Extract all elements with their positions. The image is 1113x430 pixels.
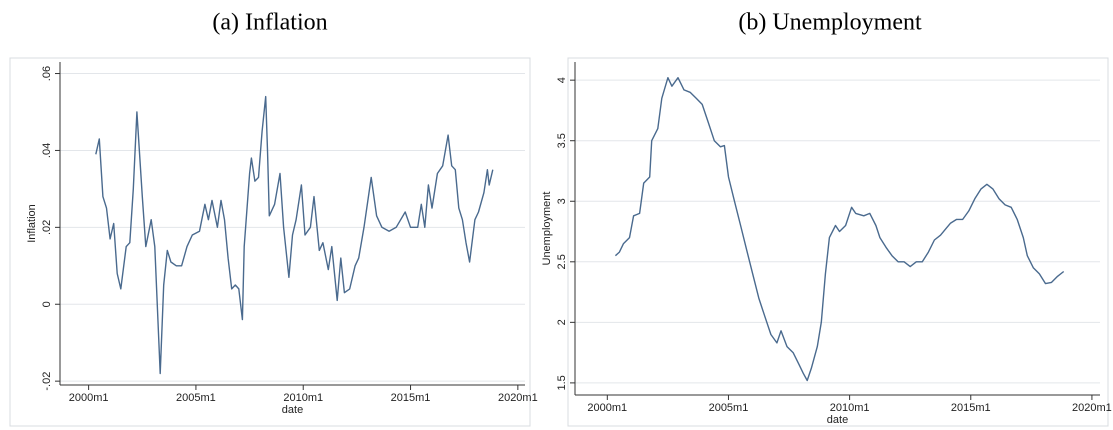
x-tick-label: 2000m1 — [587, 402, 627, 414]
x-tick-label: 2010m1 — [283, 392, 323, 404]
x-tick-label: 2020m1 — [498, 392, 538, 404]
y-tick-label: 4 — [556, 77, 568, 83]
panel-title: (a) Inflation — [212, 10, 327, 36]
x-tick-label: 2020m1 — [1072, 402, 1112, 414]
x-axis-title: date — [282, 404, 303, 416]
y-axis-title: Inflation — [26, 204, 38, 243]
panel-frame — [567, 57, 1109, 427]
y-tick-label: 3 — [556, 198, 568, 204]
panel-frame — [9, 57, 531, 427]
x-axis-title: date — [827, 414, 848, 426]
y-tick-label: -.02 — [41, 372, 53, 391]
y-tick-label: .06 — [41, 66, 53, 81]
x-tick-label: 2015m1 — [391, 392, 431, 404]
panel-title: (b) Unemployment — [738, 10, 922, 36]
data-line — [614, 77, 1065, 382]
y-tick-label: 1.5 — [556, 375, 568, 390]
y-tick-label: .02 — [41, 220, 53, 235]
x-tick-label: 2015m1 — [951, 402, 991, 414]
y-tick-label: 0 — [41, 301, 53, 307]
y-tick-label: .04 — [41, 143, 53, 158]
y-tick-label: 3.5 — [556, 133, 568, 148]
x-tick-label: 2005m1 — [709, 402, 749, 414]
x-tick-label: 2000m1 — [69, 392, 109, 404]
y-tick-label: 2 — [556, 319, 568, 325]
y-axis-title: Unemployment — [541, 192, 553, 266]
x-tick-label: 2010m1 — [830, 402, 870, 414]
data-line — [95, 95, 494, 375]
x-tick-label: 2005m1 — [176, 392, 216, 404]
y-tick-label: 2.5 — [556, 254, 568, 269]
